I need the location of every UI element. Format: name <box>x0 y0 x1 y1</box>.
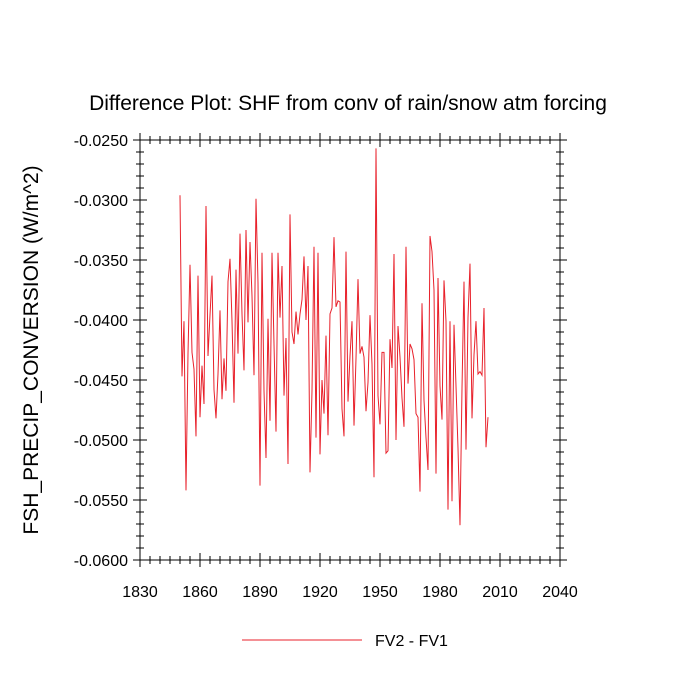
x-tick-label: 1980 <box>422 584 458 601</box>
minor-ticks <box>136 136 564 564</box>
x-tick-label: 1920 <box>302 584 338 601</box>
y-axis-label: FSH_PRECIP_CONVERSION (W/m^2) <box>20 165 43 534</box>
legend: FV2 - FV1 <box>242 633 448 650</box>
y-tick-label: -0.0400 <box>74 313 128 330</box>
y-tick-label: -0.0450 <box>74 373 128 390</box>
x-tick-label: 2010 <box>482 584 518 601</box>
x-tick-labels: 1830 1860 1890 1920 1950 1980 2010 2040 <box>122 584 578 601</box>
x-tick-label: 1890 <box>242 584 278 601</box>
series-line-fv2-fv1 <box>179 148 489 526</box>
y-tick-label: -0.0300 <box>74 193 128 210</box>
y-tick-label: -0.0600 <box>74 553 128 570</box>
y-tick-label: -0.0500 <box>74 433 128 450</box>
x-tick-label: 1830 <box>122 584 158 601</box>
y-tick-labels: -0.0250 -0.0300 -0.0350 -0.0400 -0.0450 … <box>74 133 128 570</box>
x-tick-label: 1950 <box>362 584 398 601</box>
plot-frame <box>139 139 561 561</box>
x-tick-label: 1860 <box>182 584 218 601</box>
y-tick-label: -0.0350 <box>74 253 128 270</box>
y-tick-label: -0.0550 <box>74 493 128 510</box>
legend-label: FV2 - FV1 <box>375 633 448 650</box>
y-tick-label: -0.0250 <box>74 133 128 150</box>
x-tick-label: 2040 <box>542 584 578 601</box>
chart-title: Difference Plot: SHF from conv of rain/s… <box>89 92 607 115</box>
